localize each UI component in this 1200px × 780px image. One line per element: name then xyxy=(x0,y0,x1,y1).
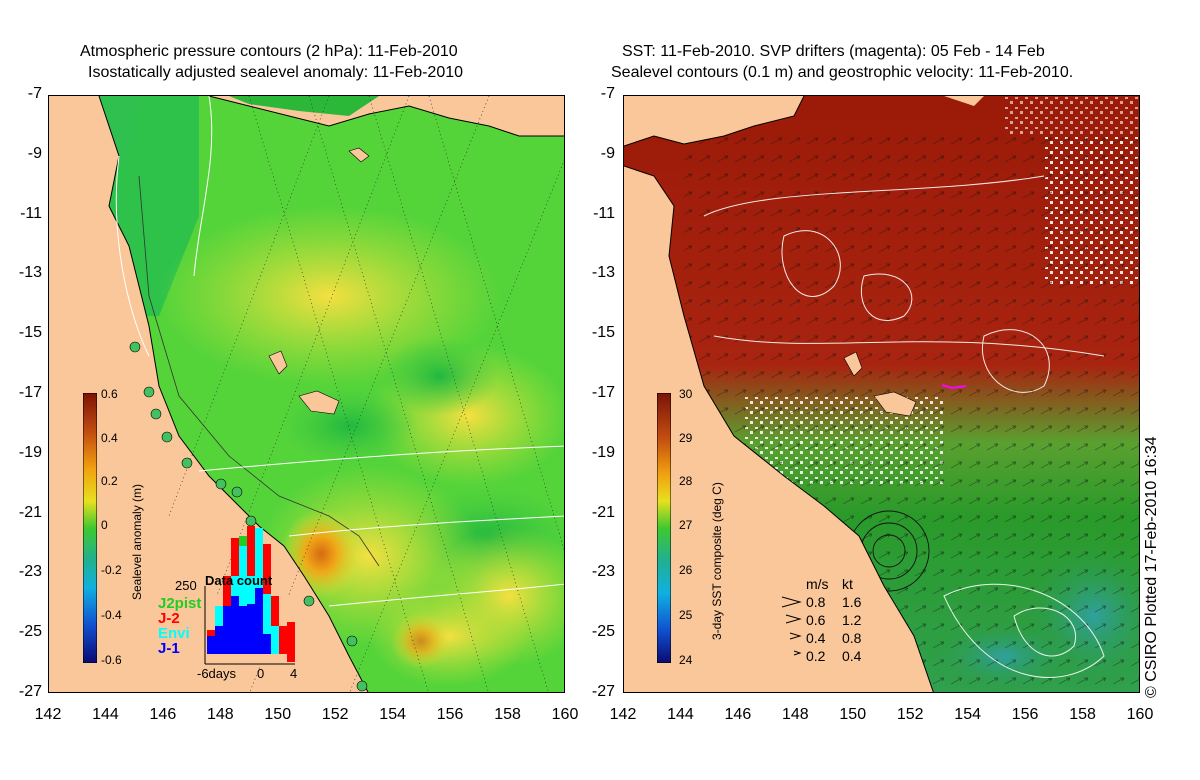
left-x-tick-9: 160 xyxy=(551,706,579,723)
right-y-tick-6: -19 xyxy=(591,443,615,461)
left-y-tick-3: -13 xyxy=(18,264,42,282)
right-x-tick-6: 154 xyxy=(954,706,981,723)
sla-cbar-label-1: 0.4 xyxy=(101,431,118,445)
data-count-xlabel-1: 0 xyxy=(257,666,265,681)
left-y-tick-9: -25 xyxy=(18,623,42,641)
left-y-tick-8: -23 xyxy=(18,563,42,581)
right-x-tick-8: 158 xyxy=(1069,706,1096,723)
data-count-series-0: J2pist xyxy=(158,595,202,612)
velocity-legend-ms-0: 0.8 xyxy=(806,594,826,610)
velocity-legend-kt-1: 1.2 xyxy=(842,612,862,628)
data-count-title: Data count xyxy=(205,573,273,588)
velocity-legend-header-kt: kt xyxy=(842,576,853,592)
velocity-legend-kt-3: 0.4 xyxy=(842,648,862,664)
data-count-series-1: J-2 xyxy=(158,610,180,627)
right-y-tick-4: -15 xyxy=(591,324,615,342)
sla-cbar-label-5: -0.4 xyxy=(101,608,122,622)
right-x-tick-7: 156 xyxy=(1011,706,1039,723)
left-x-tick-4: 150 xyxy=(264,706,292,723)
sla-cbar-label-2: 0.2 xyxy=(101,474,118,488)
left-x-tick-3: 148 xyxy=(206,706,234,723)
right-y-tick-1: -9 xyxy=(600,144,615,162)
sst-cbar-title: 3-day SST composite (deg C) xyxy=(710,482,724,640)
right-y-tick-8: -23 xyxy=(591,563,615,581)
data-count-xlabel-0: -6days xyxy=(197,666,237,681)
sla-cbar-label-3: 0 xyxy=(101,518,108,532)
sla-cbar-label-6: -0.6 xyxy=(101,653,122,667)
right-map xyxy=(623,95,1140,693)
sla-cbar-title: Sealevel anomaly (m) xyxy=(130,483,144,600)
sla-cbar-label-4: -0.2 xyxy=(101,563,122,577)
sst-colorbar xyxy=(657,393,671,663)
right-y-tick-10: -27 xyxy=(591,683,615,700)
left-y-tick-0: -7 xyxy=(27,85,42,102)
sst-cbar-label-6: 24 xyxy=(679,653,693,667)
sst-cbar-label-2: 28 xyxy=(679,474,693,488)
plot-credit: © CSIRO Plotted 17-Feb-2010 16:34 xyxy=(1143,436,1160,698)
right-y-tick-5: -17 xyxy=(591,384,615,401)
data-count-ymax: 250 xyxy=(175,578,197,593)
left-x-tick-2: 146 xyxy=(149,706,177,723)
velocity-legend-ms-2: 0.4 xyxy=(806,630,826,646)
sla-colorbar xyxy=(83,393,97,663)
left-y-tick-6: -19 xyxy=(18,443,42,461)
left-title-2: Isostatically adjusted sealevel anomaly:… xyxy=(88,64,464,81)
sst-cbar-label-1: 29 xyxy=(679,431,693,445)
right-y-tick-3: -13 xyxy=(591,264,615,282)
left-x-tick-0: 142 xyxy=(34,706,62,723)
left-y-tick-1: -9 xyxy=(27,144,42,162)
left-x-tick-8: 158 xyxy=(494,706,521,723)
right-y-tick-7: -21 xyxy=(591,503,615,521)
right-x-tick-3: 148 xyxy=(781,706,809,723)
right-title-2: Sealevel contours (0.1 m) and geostrophi… xyxy=(611,64,1074,81)
sealevel-anomaly-map xyxy=(49,96,564,692)
left-y-tick-2: -11 xyxy=(20,204,42,222)
sst-cbar-label-4: 26 xyxy=(679,563,693,577)
left-title-1: Atmospheric pressure contours (2 hPa): 1… xyxy=(80,43,458,60)
sst-cbar-label-5: 25 xyxy=(679,608,693,622)
velocity-legend-ms-1: 0.6 xyxy=(806,612,826,628)
sst-cbar-label-0: 30 xyxy=(679,387,693,401)
data-count-xlabel-2: 4 xyxy=(290,666,298,681)
velocity-legend-kt-2: 0.8 xyxy=(842,630,862,646)
right-x-tick-9: 160 xyxy=(1126,706,1154,723)
left-y-tick-10: -27 xyxy=(18,683,42,700)
right-y-tick-9: -25 xyxy=(591,623,615,641)
left-y-tick-7: -21 xyxy=(18,503,42,521)
velocity-legend-ms-3: 0.2 xyxy=(806,648,826,664)
data-count-series-2: Envi xyxy=(158,625,190,642)
velocity-legend-header-ms: m/s xyxy=(806,576,829,592)
left-x-tick-7: 156 xyxy=(436,706,464,723)
data-count-series-3: J-1 xyxy=(158,640,180,657)
velocity-legend-arrows xyxy=(781,596,802,656)
left-y-tick-5: -17 xyxy=(18,384,42,401)
sst-cbar-label-3: 27 xyxy=(679,518,693,532)
right-x-tick-0: 142 xyxy=(609,706,637,723)
right-x-tick-4: 150 xyxy=(839,706,867,723)
right-y-tick-0: -7 xyxy=(600,85,615,102)
right-x-tick-1: 144 xyxy=(667,706,694,723)
right-x-tick-2: 146 xyxy=(724,706,752,723)
left-x-tick-5: 152 xyxy=(321,706,349,723)
left-x-tick-6: 154 xyxy=(379,706,406,723)
sla-cbar-label-0: 0.6 xyxy=(101,387,118,401)
data-count-histogram xyxy=(204,526,295,666)
left-map xyxy=(48,95,565,693)
velocity-legend-kt-0: 1.6 xyxy=(842,594,862,610)
sst-map xyxy=(624,96,1139,692)
right-title-1: SST: 11-Feb-2010. SVP drifters (magenta)… xyxy=(622,43,1045,60)
left-x-tick-1: 144 xyxy=(92,706,119,723)
right-x-tick-5: 152 xyxy=(896,706,924,723)
left-y-tick-4: -15 xyxy=(18,324,42,342)
right-y-tick-2: -11 xyxy=(593,204,615,222)
